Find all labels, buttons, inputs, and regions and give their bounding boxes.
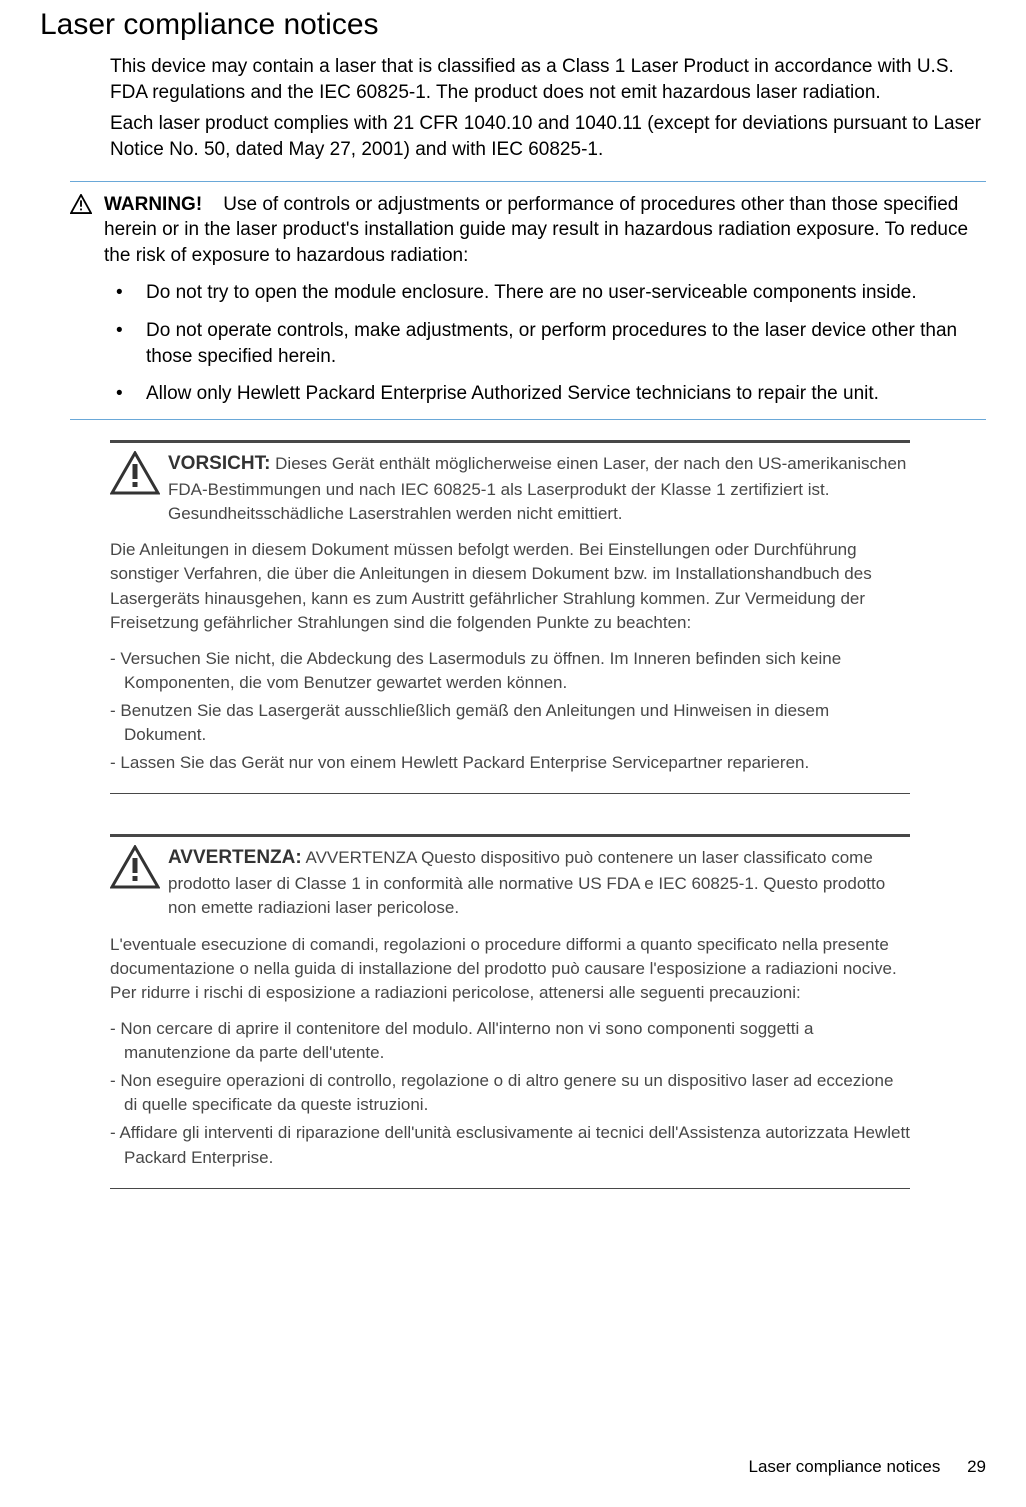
notice-paragraph: Die Anleitungen in diesem Dokument müsse… [110,538,910,635]
page-number: 29 [967,1457,986,1476]
notice-item-list: - Non cercare di aprire il contenitore d… [110,1017,910,1170]
list-item: Allow only Hewlett Packard Enterprise Au… [110,381,986,407]
intro-paragraph-2: Each laser product complies with 21 CFR … [110,111,986,162]
page-footer: Laser compliance notices 29 [749,1457,986,1477]
warning-bullet-list: Do not try to open the module enclosure.… [110,280,986,407]
page-title: Laser compliance notices [40,8,986,42]
warning-icon [110,451,160,495]
list-item: - Affidare gli interventi di riparazione… [110,1121,910,1169]
notice-lead: VORSICHT: Dieses Gerät enthält möglicher… [168,451,910,526]
list-item: - Lassen Sie das Gerät nur von einem Hew… [110,751,910,775]
list-item: - Non eseguire operazioni di controllo, … [110,1069,910,1117]
warning-block: WARNING! Use of controls or adjustments … [70,192,986,269]
warning-icon [70,194,92,219]
warning-body: Use of controls or adjustments or perfor… [104,194,968,266]
notice-rule-bottom [110,1188,910,1189]
warning-label: WARNING! [104,194,202,215]
warning-icon [110,845,160,889]
list-item: - Versuchen Sie nicht, die Abdeckung des… [110,647,910,695]
warning-rule-bottom [70,419,986,420]
list-item: - Non cercare di aprire il contenitore d… [110,1017,910,1065]
warning-rule-top [70,181,986,182]
notice-german: VORSICHT: Dieses Gerät enthält möglicher… [110,440,910,794]
notice-rule-bottom [110,793,910,794]
intro-paragraph-1: This device may contain a laser that is … [110,54,986,105]
list-item: Do not operate controls, make adjustment… [110,318,986,369]
notice-lead: AVVERTENZA: AVVERTENZA Questo dispositiv… [168,845,910,920]
list-item: Do not try to open the module enclosure.… [110,280,986,306]
notice-label: AVVERTENZA: [168,847,302,868]
notice-lead-text: Dieses Gerät enthält möglicherweise eine… [168,454,906,523]
list-item: - Benutzen Sie das Lasergerät ausschließ… [110,699,910,747]
footer-text: Laser compliance notices [749,1457,941,1476]
notice-label: VORSICHT: [168,453,270,474]
notice-item-list: - Versuchen Sie nicht, die Abdeckung des… [110,647,910,776]
notice-paragraph: L'eventuale esecuzione di comandi, regol… [110,933,910,1005]
warning-text: WARNING! Use of controls or adjustments … [104,192,986,269]
notice-italian: AVVERTENZA: AVVERTENZA Questo dispositiv… [110,834,910,1188]
